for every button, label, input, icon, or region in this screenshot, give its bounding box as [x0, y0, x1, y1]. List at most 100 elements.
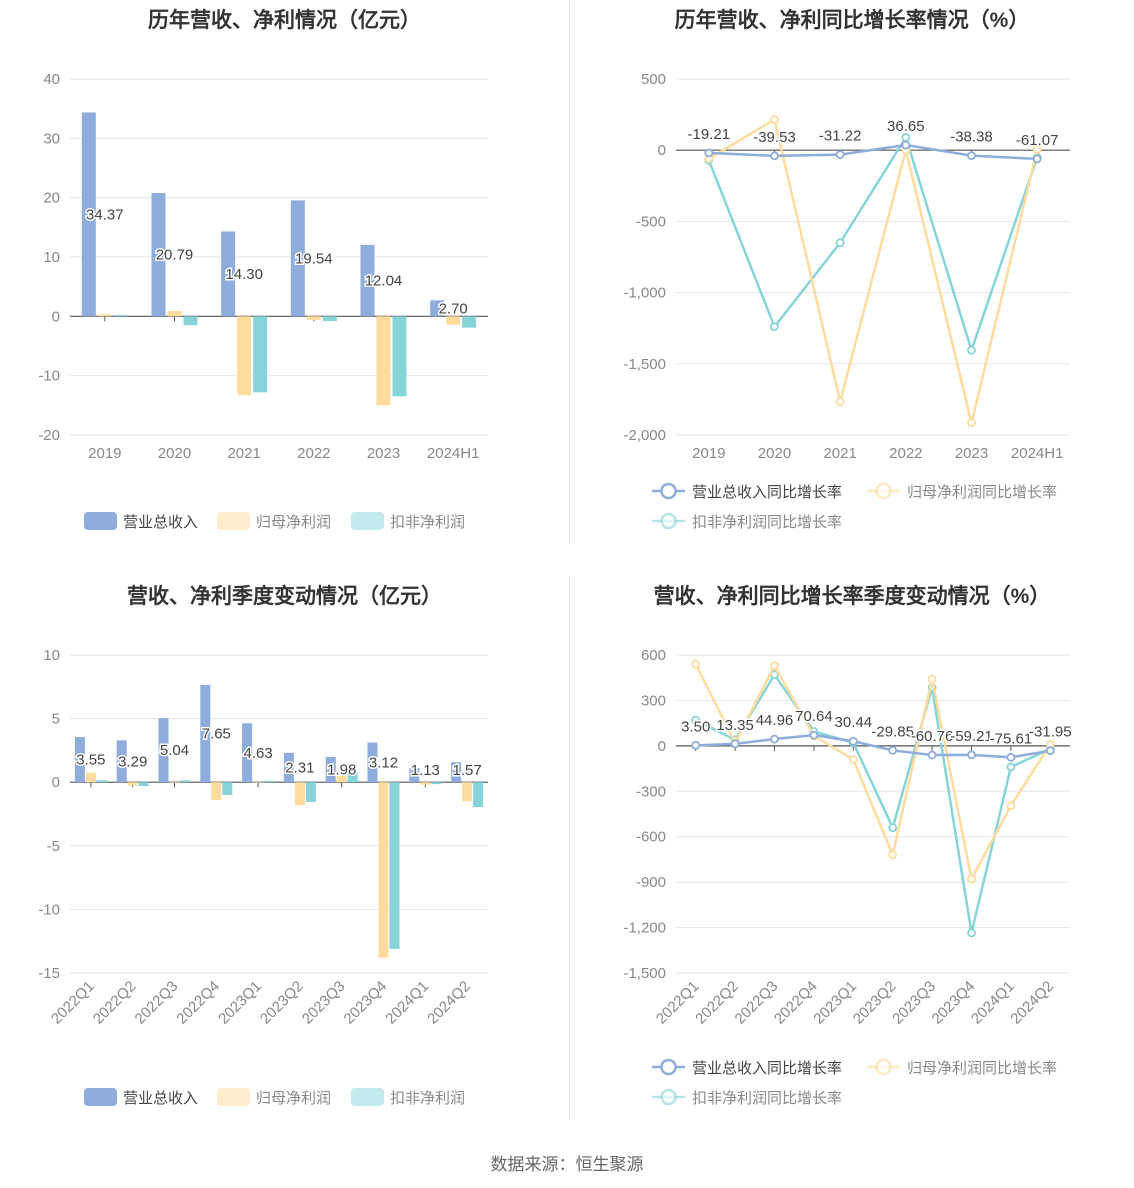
- series-line: [707, 134, 1039, 355]
- data-point: [888, 745, 898, 755]
- bar: [167, 310, 182, 317]
- data-point: [927, 750, 937, 760]
- x-tick-label: 2024H1: [1011, 445, 1064, 462]
- y-tick-label: 300: [641, 692, 666, 709]
- y-tick-label: 10: [43, 647, 60, 664]
- bar: [290, 200, 305, 317]
- data-label: 13.35: [716, 717, 754, 734]
- x-tick-label: 2022Q1: [48, 978, 98, 1028]
- data-point: [967, 345, 976, 355]
- x-tick-label: 2022Q2: [90, 978, 140, 1028]
- data-label: 30.44: [835, 714, 873, 731]
- bar: [462, 782, 473, 802]
- legend-swatch: [217, 1088, 250, 1106]
- legend-label: 扣非净利润: [390, 514, 465, 531]
- y-tick-label: 500: [641, 71, 666, 88]
- bar: [378, 782, 389, 958]
- data-label: 1.57: [452, 762, 481, 779]
- bar: [376, 316, 391, 406]
- x-tick-label: 2021: [823, 445, 856, 462]
- data-label: 19.54: [295, 250, 333, 267]
- x-tick-label: 2022Q2: [692, 978, 742, 1028]
- data-point: [888, 823, 898, 833]
- data-point: [967, 418, 976, 428]
- x-tick-label: 2020: [158, 445, 191, 462]
- bar: [473, 782, 484, 808]
- data-label: 1.13: [411, 762, 440, 779]
- bar: [446, 316, 461, 325]
- bar: [322, 316, 337, 322]
- legend-swatch: [217, 512, 250, 530]
- bar: [264, 780, 275, 783]
- data-label: 4.63: [243, 745, 272, 762]
- y-tick-label: -300: [636, 783, 666, 800]
- y-tick-label: 10: [43, 249, 60, 266]
- x-tick-label: 2023Q2: [850, 978, 900, 1028]
- x-tick-label: 2023Q4: [341, 978, 391, 1028]
- bar: [451, 762, 462, 783]
- legend-marker: [660, 1058, 677, 1076]
- y-tick-label: -10: [38, 368, 60, 385]
- data-point: [1006, 752, 1016, 762]
- bar: [96, 780, 107, 783]
- x-tick-label: 2023Q2: [257, 978, 307, 1028]
- y-tick-label: -1,500: [623, 356, 666, 373]
- bar: [367, 742, 378, 783]
- series-line: [695, 733, 1051, 759]
- data-label: -61.07: [1016, 132, 1059, 149]
- data-point: [730, 739, 740, 749]
- data-source-note: 数据来源：恒生聚源: [490, 1155, 644, 1174]
- bar: [294, 782, 305, 806]
- y-tick-label: -20: [38, 427, 60, 444]
- data-point: [1006, 762, 1016, 772]
- series-line: [694, 662, 1052, 883]
- bar: [158, 718, 169, 783]
- data-label: 34.37: [86, 206, 124, 223]
- data-label: 44.96: [756, 712, 794, 729]
- y-tick-label: -10: [38, 901, 60, 918]
- chart-title-quarterly-amount: 营收、净利季度变动情况（亿元）: [127, 585, 442, 608]
- bar: [237, 316, 252, 396]
- legend-label: 归母净利润同比增长率: [907, 1060, 1057, 1077]
- x-tick-label: 2024Q1: [382, 978, 432, 1028]
- chart-title-annual-growth: 历年营收、净利同比增长率情况（%）: [674, 9, 1030, 32]
- data-label: 3.12: [369, 754, 398, 771]
- data-point: [848, 755, 858, 764]
- bar: [81, 112, 96, 317]
- x-tick-label: 2023: [955, 445, 988, 462]
- data-label: 7.65: [202, 726, 231, 743]
- y-tick-label: -1,500: [623, 965, 666, 982]
- data-point: [691, 659, 701, 669]
- x-tick-label: 2023: [367, 445, 400, 462]
- y-tick-label: -2,000: [623, 427, 666, 444]
- bar: [242, 723, 253, 783]
- bar: [169, 782, 180, 783]
- y-tick-label: -5: [47, 838, 60, 855]
- bar: [431, 782, 442, 785]
- data-point: [770, 661, 779, 670]
- data-label: 12.04: [365, 273, 403, 290]
- data-point: [901, 140, 911, 150]
- chart-annual-amount: 40 30 20 10 0 -10 -20 2019 2020 2021 2022 2023 2024H…: [38, 71, 488, 531]
- data-point: [927, 674, 937, 684]
- legend-label: 营业总收入: [123, 514, 198, 531]
- data-point: [691, 740, 701, 750]
- bar: [336, 775, 347, 783]
- data-label: -19.21: [688, 126, 731, 143]
- data-point: [704, 148, 714, 158]
- data-point: [835, 150, 845, 160]
- data-label: 3.50: [681, 718, 710, 735]
- data-point: [1032, 145, 1042, 154]
- bar: [409, 767, 420, 783]
- data-label: -29.85: [871, 723, 914, 740]
- data-label: 20.79: [156, 247, 194, 264]
- vertical-divider-top: [569, 0, 570, 545]
- data-label: -75.61: [990, 730, 1033, 747]
- y-tick-label: 0: [52, 774, 60, 791]
- data-point: [691, 715, 701, 725]
- bar: [389, 782, 400, 949]
- x-tick-label: 2024Q1: [968, 978, 1018, 1028]
- bar: [74, 737, 85, 783]
- bar: [151, 192, 166, 317]
